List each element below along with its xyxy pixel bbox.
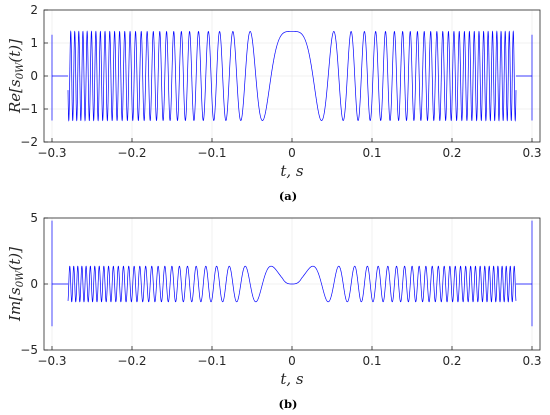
x-tick-label: 0.1	[362, 354, 381, 368]
caption-b: (b)	[279, 397, 298, 411]
y-axis-label-b: Im[s0W(t)]	[6, 247, 26, 322]
y-tick-label: 5	[30, 211, 38, 225]
x-tick-label: 0	[288, 354, 296, 368]
x-tick-label: −0.3	[37, 146, 66, 160]
y-ticks-a: −2 −1 0 1 2	[20, 3, 48, 149]
x-tick-label: 0.2	[442, 354, 461, 368]
y-tick-label: −2	[20, 135, 38, 149]
y-axis-label-a: Re[s0W(t)]	[6, 39, 26, 114]
y-tick-label: −5	[20, 343, 38, 357]
x-axis-label-b: t, s	[280, 370, 304, 388]
y-tick-label: 2	[30, 3, 38, 17]
x-tick-label: −0.1	[197, 146, 226, 160]
y-tick-label: 0	[30, 277, 38, 291]
y-tick-label: 1	[30, 36, 38, 50]
x-ticks-a: −0.3 −0.2 −0.1 0 0.1 0.2 0.3	[37, 138, 542, 160]
x-tick-label: 0.2	[442, 146, 461, 160]
x-tick-label: −0.2	[117, 354, 146, 368]
x-tick-label: −0.3	[37, 354, 66, 368]
x-tick-label: −0.1	[197, 354, 226, 368]
panel-a: −0.3 −0.2 −0.1 0 0.1 0.2 0.3 −2 −1 0 1 2 Re[s0W(t)…	[6, 3, 542, 203]
y-tick-label: −1	[20, 102, 38, 116]
x-tick-label: 0	[288, 146, 296, 160]
x-axis-label-a: t, s	[280, 162, 304, 180]
x-tick-label: −0.2	[117, 146, 146, 160]
x-tick-label: 0.1	[362, 146, 381, 160]
y-tick-label: 0	[30, 69, 38, 83]
signal-line-a	[51, 30, 533, 122]
x-ticks-b: −0.3 −0.2 −0.1 0 0.1 0.2 0.3	[37, 346, 542, 368]
y-ticks-b: −5 0 5	[20, 211, 48, 357]
signal-line-b	[51, 220, 533, 327]
x-tick-label: 0.3	[522, 354, 541, 368]
panel-b: −0.3 −0.2 −0.1 0 0.1 0.2 0.3 −5 0 5 Im[s0W(t)] t…	[6, 211, 542, 411]
caption-a: (a)	[279, 189, 297, 203]
x-tick-label: 0.3	[522, 146, 541, 160]
